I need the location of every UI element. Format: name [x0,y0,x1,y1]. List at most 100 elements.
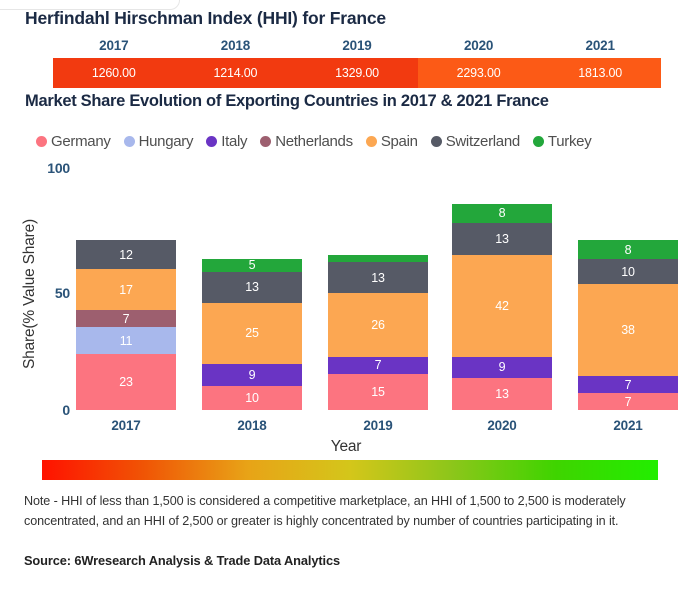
bar-segment-germany-2019[interactable]: 15 [328,373,428,410]
bar-segment-switzerland-2018[interactable]: 13 [202,271,302,304]
bar-segment-value: 13 [245,280,259,295]
legend-label: Germany [51,132,111,150]
bar-group-2019[interactable]: 13 26 7 15 [328,254,428,410]
bar-segment-germany-2021[interactable]: 7 [578,393,678,410]
y-axis-tick-0: 0 [62,402,70,418]
legend-label: Spain [380,132,418,150]
hhi-year-2017: 2017 [99,38,129,53]
hhi-gradient-scale [42,460,658,480]
bar-segment-value: 10 [621,264,635,279]
hhi-value-2020: 2293.00 [417,58,540,88]
bar-segment-value: 12 [119,247,133,262]
y-axis-tick-100: 100 [47,160,70,176]
bar-segment-switzerland-2021[interactable]: 10 [578,259,678,284]
bar-segment-value: 13 [495,231,509,246]
legend-item-italy[interactable]: Italy [206,132,248,150]
source-text: Source: 6Wresearch Analysis & Trade Data… [24,553,341,568]
bar-segment-hungary-2017[interactable]: 11 [76,327,176,355]
bar-segment-value: 7 [624,394,632,409]
legend-swatch-icon [365,135,377,147]
hhi-year-2018: 2018 [220,38,250,53]
bar-segment-value: 7 [374,358,382,373]
bar-segment-italy-2020[interactable]: 9 [452,356,552,379]
legend-swatch-icon [430,135,442,147]
hhi-year-2021: 2021 [585,38,615,53]
bar-segment-switzerland-2020[interactable]: 13 [452,222,552,255]
x-axis-tick-2017: 2017 [111,418,141,433]
bar-segment-value: 8 [498,206,506,221]
stacked-bars-container: 12 17 7 11 23 2017 5 13 25 9 10 2018 13 26 7 15 2019 8 13 4… [0,155,692,435]
legend-swatch-icon [206,135,218,147]
bar-segment-italy-2019[interactable]: 7 [328,356,428,374]
legend-item-germany[interactable]: Germany [36,133,111,150]
hhi-value-2018: 1214.00 [174,58,297,88]
bar-segment-value: 9 [498,360,506,375]
bar-group-2021[interactable]: 8 10 38 7 7 [578,239,678,410]
bar-segment-value: 15 [371,384,385,399]
bar-segment-spain-2019[interactable]: 26 [328,293,428,357]
legend-swatch-icon [36,135,47,147]
bar-group-2017[interactable]: 12 17 7 11 23 [76,239,176,410]
bar-segment-italy-2021[interactable]: 7 [578,376,678,393]
hhi-value-2019: 1329.00 [296,58,418,88]
hhi-value-2017: 1260.00 [53,58,175,88]
bar-segment-switzerland-2019[interactable]: 13 [328,261,428,294]
bar-segment-value: 8 [624,242,632,257]
chart-legend: Germany Hungary Italy Netherlands Spain Switz… [36,130,676,152]
bar-group-2020[interactable]: 8 13 42 9 13 [452,203,552,410]
legend-swatch-icon [123,135,135,147]
bar-segment-spain-2018[interactable]: 25 [202,303,302,364]
legend-item-switzerland[interactable]: Switzerland [430,132,521,150]
hhi-section-title: Herfindahl Hirschman Index (HHI) for Fra… [25,8,386,28]
note-text: Note - HHI of less than 1,500 is conside… [24,494,626,528]
x-axis-tick-2018: 2018 [237,418,267,433]
bar-segment-spain-2017[interactable]: 17 [76,269,176,311]
legend-item-netherlands[interactable]: Netherlands [260,133,353,150]
bar-segment-turkey-2021[interactable]: 8 [578,239,678,260]
bar-segment-turkey-2018[interactable]: 5 [202,259,302,272]
chart-title: Market Share Evolution of Exporting Coun… [25,92,549,110]
bar-segment-germany-2017[interactable]: 23 [76,354,176,410]
bar-segment-value: 7 [624,377,632,392]
bar-segment-netherlands-2017[interactable]: 7 [76,310,176,328]
legend-label: Turkey [547,132,592,150]
legend-label: Italy [221,132,248,150]
bar-group-2018[interactable]: 5 13 25 9 10 [202,259,302,410]
bar-segment-value: 17 [119,282,133,297]
bar-segment-spain-2020[interactable]: 42 [452,254,552,357]
bar-segment-turkey-2020[interactable]: 8 [452,203,552,223]
bar-segment-spain-2021[interactable]: 38 [578,283,678,376]
legend-label: Netherlands [275,132,353,150]
bar-segment-value: 7 [122,311,130,326]
legend-swatch-icon [260,135,272,147]
legend-item-turkey[interactable]: Turkey [532,132,592,150]
bar-segment-value: 13 [371,270,385,285]
legend-label: Hungary [138,132,194,150]
legend-label: Switzerland [445,132,521,150]
legend-item-hungary[interactable]: Hungary [123,132,194,150]
hhi-value-2021: 1813.00 [539,58,661,88]
y-axis-tick-50: 50 [54,285,70,301]
plot-area: Share(% Value Share) 100 50 0 12 17 7 11 23 2… [0,155,692,435]
bar-segment-value: 26 [371,317,385,332]
hhi-value-bar: 1260.00 1214.00 1329.00 2293.00 1813.00 [53,58,661,88]
bar-segment-switzerland-2017[interactable]: 12 [76,239,176,270]
x-axis-label: Year [330,438,362,455]
hhi-year-2019: 2019 [342,38,372,53]
hhi-year-2020: 2020 [463,38,494,53]
bar-segment-value: 11 [119,333,133,348]
bar-segment-germany-2018[interactable]: 10 [202,385,302,410]
legend-item-spain[interactable]: Spain [365,132,418,150]
x-axis-tick-2021: 2021 [613,418,643,433]
x-axis-tick-2019: 2019 [363,418,393,433]
bar-segment-italy-2018[interactable]: 9 [202,363,302,386]
bar-segment-turkey-2019[interactable] [328,254,428,262]
bar-segment-value: 23 [119,375,133,390]
bar-segment-value: 5 [248,259,256,272]
bar-segment-value: 38 [621,322,635,337]
hhi-year-header-row: 2017 2018 2019 2020 2021 [53,38,661,56]
legend-swatch-icon [532,135,544,147]
x-axis-tick-2020: 2020 [487,418,517,433]
bar-segment-germany-2020[interactable]: 13 [452,378,552,410]
bar-segment-value: 13 [495,387,509,402]
